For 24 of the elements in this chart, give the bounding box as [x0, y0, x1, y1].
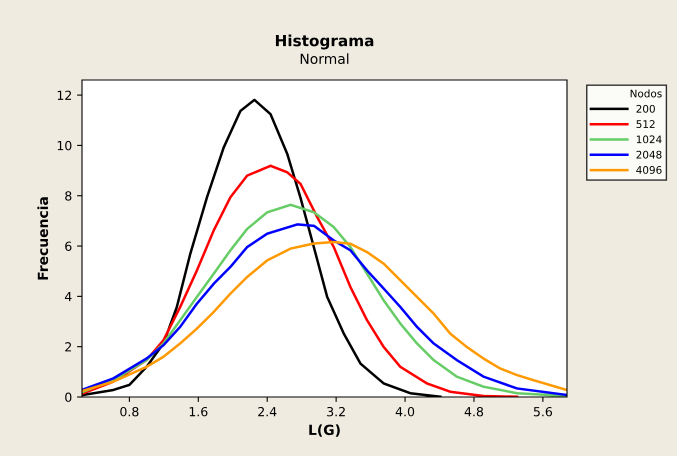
y-tick-label: 10 — [58, 140, 72, 150]
x-tick-label: 2.4 — [258, 406, 276, 416]
y-tick-label: 4 — [64, 292, 72, 302]
legend-label: 512 — [636, 120, 655, 128]
chart-title: Histograma — [276, 34, 374, 50]
x-tick-label: 5.6 — [534, 406, 552, 416]
legend-label: 1024 — [636, 135, 662, 144]
legend-title: Nodos — [630, 89, 662, 98]
legend-label: 4096 — [636, 166, 662, 174]
y-tick-label: 12 — [58, 90, 72, 100]
y-tick-label: 2 — [65, 342, 72, 352]
legend-label: 2048 — [636, 150, 662, 159]
x-tick-label: 3.2 — [327, 406, 345, 416]
y-axis-title: Frecuencia — [37, 197, 48, 280]
y-tick-label: 0 — [65, 392, 72, 402]
x-tick-label: 4.0 — [396, 406, 414, 416]
y-tick-label: 8 — [65, 191, 72, 201]
x-axis-title: L(G) — [309, 424, 340, 437]
chart-subtitle: Normal — [300, 53, 348, 64]
x-tick-label: 0.8 — [120, 406, 138, 416]
x-tick-label: 4.8 — [464, 406, 484, 416]
legend-label: 200 — [636, 104, 655, 113]
y-tick-label: 6 — [65, 242, 72, 251]
x-tick-label: 1.6 — [190, 406, 208, 416]
